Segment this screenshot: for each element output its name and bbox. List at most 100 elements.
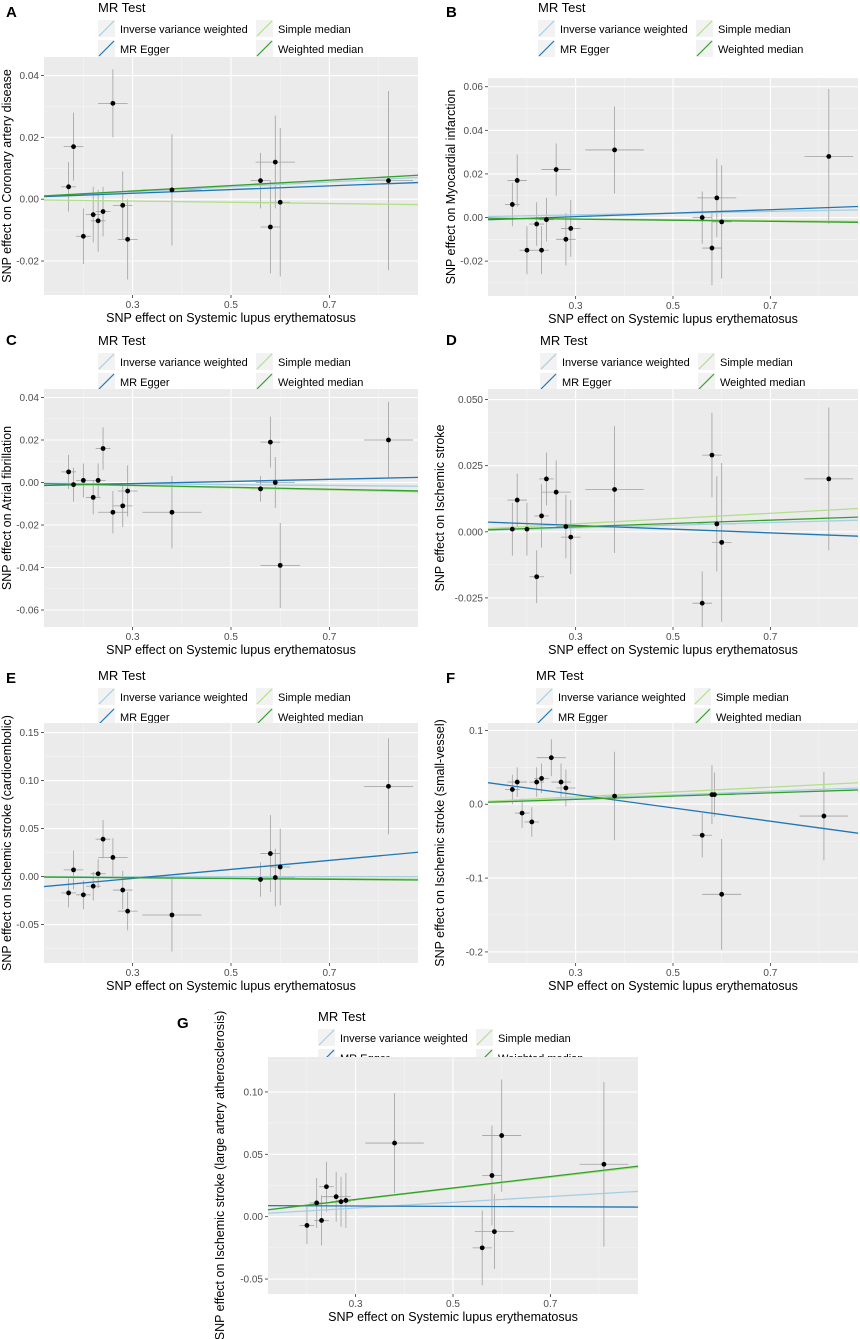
- y-axis-label: SNP effect on Ischemic stroke (cardioemb…: [0, 715, 14, 971]
- data-point: [324, 1184, 329, 1190]
- legend-label: Inverse variance weighted: [120, 357, 248, 369]
- legend-swatch: [698, 373, 715, 390]
- legend-label: Weighted median: [718, 44, 803, 56]
- legend-swatch: [536, 708, 553, 725]
- data-point: [826, 476, 832, 482]
- data-point: [612, 793, 617, 799]
- plot-content: [488, 88, 858, 286]
- y-tick-label: 0.00: [20, 195, 40, 206]
- regression-line: [488, 519, 858, 531]
- legend-label: Weighted median: [278, 44, 363, 56]
- data-point: [514, 779, 520, 785]
- legend-title: MR Test: [540, 333, 588, 348]
- data-point: [125, 488, 131, 494]
- data-point: [509, 526, 515, 532]
- data-point: [272, 159, 278, 165]
- data-point: [711, 792, 717, 798]
- data-point: [826, 154, 832, 159]
- data-point: [272, 875, 278, 880]
- regression-line: [268, 1190, 638, 1214]
- y-tick-label: 0.00: [244, 1212, 264, 1223]
- data-point: [709, 245, 715, 251]
- data-point: [66, 890, 72, 896]
- data-point: [304, 1222, 310, 1228]
- data-point: [80, 477, 86, 483]
- y-tick-label: 0.15: [20, 728, 40, 739]
- data-point: [699, 215, 705, 220]
- y-tick-label: -0.04: [16, 563, 39, 574]
- y-tick-label: -0.02: [16, 521, 39, 532]
- legend-swatch: [98, 688, 115, 705]
- legend-swatch: [256, 20, 273, 37]
- y-axis-label: SNP effect on Coronary artery disease: [0, 69, 14, 283]
- y-tick-label: 0.06: [464, 82, 484, 93]
- legend-label: Inverse variance weighted: [562, 357, 690, 369]
- legend-title: MR Test: [536, 668, 584, 683]
- data-point: [258, 178, 263, 184]
- data-point: [509, 787, 515, 792]
- legend-swatch: [256, 688, 273, 705]
- data-point: [258, 486, 263, 492]
- data-point: [563, 785, 569, 791]
- legend-label: Simple median: [716, 692, 789, 704]
- regression-line: [44, 876, 418, 881]
- data-point: [553, 489, 559, 495]
- y-axis-label: SNP effect on Atrial fibrillation: [0, 426, 14, 590]
- data-point: [563, 524, 569, 529]
- data-point: [558, 779, 564, 785]
- panel-a: A MR Test Inverse variance weighted Simple …: [0, 0, 418, 325]
- data-point: [100, 836, 106, 842]
- data-point: [509, 202, 515, 207]
- data-point: [120, 887, 126, 893]
- data-point: [568, 226, 574, 231]
- x-axis-label: SNP effect on Systemic lupus erythematos…: [106, 979, 356, 993]
- legend-title: MR Test: [318, 1009, 366, 1024]
- data-point: [539, 247, 544, 253]
- legend-label: Inverse variance weighted: [120, 692, 248, 704]
- legend-label: Weighted median: [278, 712, 363, 724]
- x-tick-label: 0.3: [569, 301, 583, 312]
- data-point: [90, 212, 96, 218]
- data-point: [267, 224, 273, 230]
- y-tick-label: 0.02: [20, 133, 40, 144]
- legend-swatch: [256, 40, 273, 57]
- data-point: [539, 775, 544, 781]
- regression-line: [268, 1205, 638, 1208]
- data-point: [386, 437, 391, 443]
- legend-label: MR Egger: [120, 712, 170, 724]
- data-point: [314, 1200, 320, 1206]
- y-tick-label: 0.00: [20, 478, 40, 489]
- data-point: [110, 100, 116, 106]
- legend-swatch: [694, 688, 711, 705]
- legend-swatch: [476, 1029, 493, 1046]
- data-point: [534, 574, 540, 580]
- y-axis-label: SNP effect on Ischemic stroke (large art…: [213, 1011, 227, 1339]
- data-point: [66, 469, 72, 475]
- data-point: [534, 221, 540, 227]
- data-point: [386, 783, 391, 789]
- panel-c: C MR Test Inverse variance weighted Simple …: [0, 332, 418, 657]
- data-point: [714, 195, 720, 201]
- data-point: [392, 1140, 397, 1146]
- y-tick-label: 0.10: [20, 776, 40, 787]
- y-axis-label: SNP effect on Ischemic stroke (small-ves…: [433, 719, 447, 967]
- legend-label: Weighted median: [278, 377, 363, 389]
- data-point: [699, 600, 705, 606]
- x-tick-label: 0.7: [322, 632, 336, 643]
- legend-swatch: [256, 353, 273, 370]
- legend-swatch: [698, 353, 715, 370]
- y-tick-label: -0.2: [466, 947, 484, 958]
- legend-label: Inverse variance weighted: [560, 24, 688, 36]
- legend-swatch: [98, 20, 115, 37]
- legend-label: Inverse variance weighted: [558, 692, 686, 704]
- data-point: [529, 819, 535, 825]
- data-point: [258, 877, 263, 882]
- panel-e: E MR Test Inverse variance weighted Simple …: [0, 668, 418, 993]
- legend-label: MR Egger: [562, 377, 612, 389]
- legend-title: MR Test: [98, 333, 146, 348]
- plot-content: [44, 738, 418, 952]
- x-axis-label: SNP effect on Systemic lupus erythematos…: [328, 1310, 578, 1324]
- legend-swatch: [98, 353, 115, 370]
- y-tick-label: 0.02: [464, 169, 484, 180]
